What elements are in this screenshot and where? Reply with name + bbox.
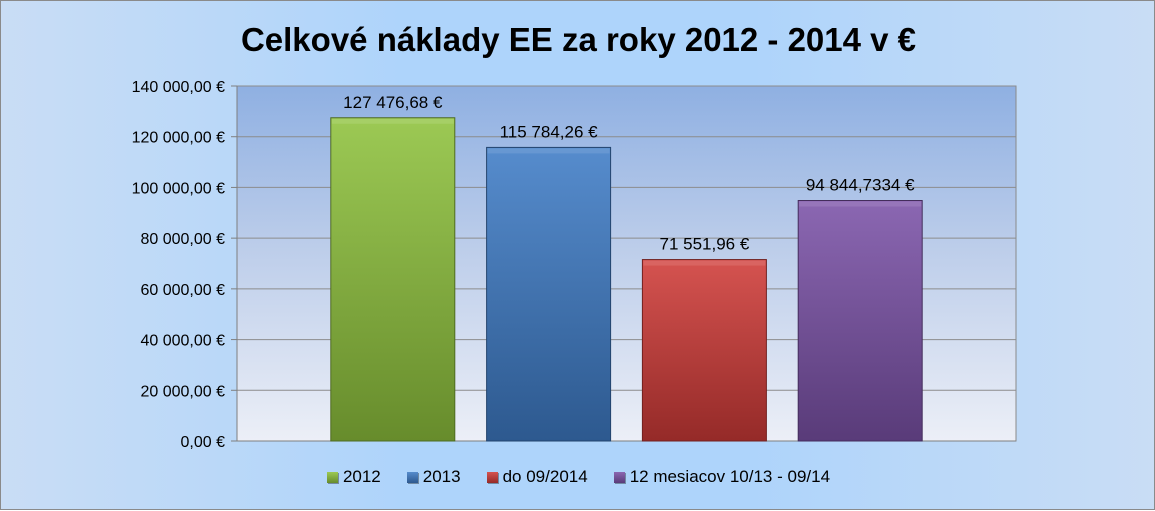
y-tick-label: 20 000,00 € (140, 383, 225, 400)
legend-label: 2013 (422, 467, 461, 486)
bar-highlight (331, 118, 454, 124)
y-tick-label: 40 000,00 € (140, 333, 225, 350)
legend: 2012 2013 do 09/2014 12 mesiacov 10/13 - 09… (1, 467, 1155, 487)
y-tick-label: 0,00 € (181, 434, 226, 451)
bar-2 (641, 259, 767, 442)
data-label-1: 115 784,26 € (500, 122, 599, 141)
legend-item: do 09/2014 (486, 467, 588, 487)
legend-swatch (486, 471, 498, 483)
bar-highlight (487, 148, 610, 154)
legend-item: 12 mesiacov 10/13 - 09/14 (613, 467, 831, 487)
data-label-0: 127 476,68 € (343, 93, 443, 112)
bar-0 (330, 117, 456, 442)
data-label-3: 94 844,7334 € (806, 176, 915, 195)
y-axis: 0,00 € 20 000,00 € 40 000,00 € 60 000,00 € 8… (132, 79, 1016, 451)
legend-item: 2013 (406, 467, 461, 487)
data-label-2: 71 551,96 € (659, 235, 749, 254)
legend-swatch (406, 471, 418, 483)
bars (330, 117, 923, 442)
legend-swatch (613, 471, 625, 483)
y-tick-label: 120 000,00 € (132, 130, 226, 147)
y-tick-label: 80 000,00 € (140, 231, 225, 248)
chart-title: Celkové náklady EE za roky 2012 - 2014 v… (240, 21, 917, 58)
legend-item: 2012 (326, 467, 381, 487)
y-tick-label: 60 000,00 € (140, 282, 225, 299)
y-tick-label: 100 000,00 € (132, 180, 226, 197)
data-labels: 127 476,68 € 115 784,26 € 71 551,96 € 94 84… (343, 93, 915, 254)
legend-swatch (326, 471, 338, 483)
y-tick-label: 140 000,00 € (132, 79, 226, 96)
bar-highlight (799, 201, 922, 207)
bar-3 (797, 200, 923, 442)
legend-label: 2012 (342, 467, 381, 486)
legend-label: do 09/2014 (502, 467, 588, 486)
legend-label: 12 mesiacov 10/13 - 09/14 (629, 467, 831, 486)
bar-1 (486, 146, 612, 442)
bar-highlight (643, 260, 766, 266)
